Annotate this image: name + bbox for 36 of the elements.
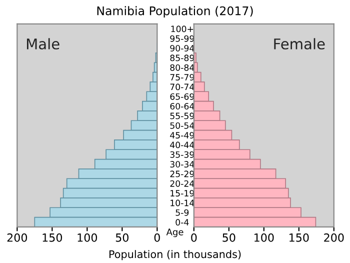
- y-tick-label: 50-54: [170, 122, 194, 129]
- y-tick-label: 75-79: [170, 74, 194, 81]
- y-tick-label: 100+: [171, 26, 194, 32]
- y-tick-label: 85-89: [170, 54, 194, 62]
- text: Female: [274, 38, 325, 50]
- x-tick-label: 50: [222, 233, 236, 242]
- x-tick-label: 0: [154, 233, 160, 242]
- x-tick-label: 150: [42, 233, 62, 242]
- y-tick-label: 60-64: [170, 102, 194, 110]
- y-tick-label: 55-59: [170, 112, 194, 120]
- x-tick-label: 200: [324, 233, 344, 242]
- y-tick-label: 45-49: [170, 132, 194, 139]
- x-tick-label: 50: [116, 233, 128, 242]
- y-tick-label: 10-14: [170, 200, 194, 206]
- x-axis-title: Population (in thousands): [109, 250, 241, 260]
- y-tick-label: 80-84: [170, 64, 194, 71]
- x-tick-label: 0: [191, 233, 197, 242]
- y-tick-label: 5-9: [176, 209, 189, 216]
- y-tick-label: 70-74: [170, 84, 194, 90]
- x-tick-label: 100: [78, 233, 98, 242]
- y-tick-label: 90-94: [170, 44, 194, 52]
- y-tick-label: 95-99: [170, 35, 194, 42]
- chart-title: Namibia Population (2017): [97, 6, 253, 18]
- y-tick-label: 40-44: [170, 142, 194, 148]
- x-tick-label: 100: [254, 233, 274, 242]
- y-axis-title: Age: [166, 228, 184, 238]
- y-tick-label: 20-24: [170, 180, 194, 187]
- y-tick-label: 65-69: [170, 93, 194, 100]
- x-tick-label: 200: [7, 233, 28, 242]
- y-tick-label: 15-19: [170, 190, 194, 197]
- y-tick-label: 0-4: [176, 219, 189, 226]
- y-tick-label: 30-34: [170, 161, 194, 168]
- x-tick-label: 150: [290, 233, 309, 242]
- y-tick-label: 25-29: [170, 170, 194, 178]
- y-tick-label: 35-39: [170, 151, 194, 158]
- text: Male: [26, 38, 60, 50]
